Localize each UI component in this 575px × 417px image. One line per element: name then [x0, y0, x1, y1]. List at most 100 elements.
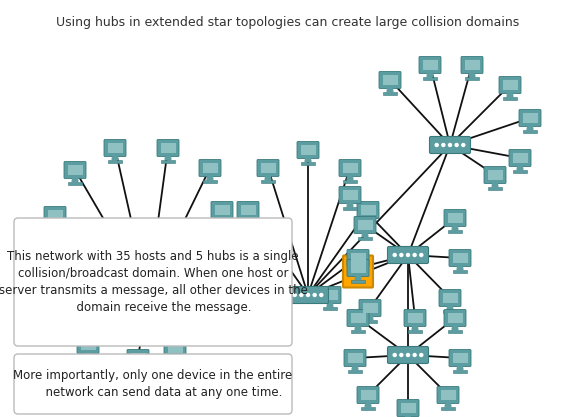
Polygon shape [52, 223, 58, 226]
Bar [190, 300, 205, 310]
Bar [202, 163, 217, 173]
Bar [48, 226, 62, 229]
Bar [168, 359, 182, 362]
FancyBboxPatch shape [347, 259, 369, 276]
FancyBboxPatch shape [484, 166, 506, 183]
FancyBboxPatch shape [344, 349, 366, 367]
Bar [408, 329, 422, 332]
FancyBboxPatch shape [157, 140, 179, 156]
Bar [423, 76, 437, 80]
FancyBboxPatch shape [359, 299, 381, 317]
Bar [48, 305, 63, 315]
Bar [465, 60, 480, 70]
Bar [215, 221, 229, 224]
Polygon shape [517, 166, 523, 169]
Circle shape [442, 143, 445, 146]
FancyBboxPatch shape [404, 309, 426, 327]
FancyBboxPatch shape [419, 56, 441, 73]
Bar [523, 130, 537, 133]
Bar [131, 369, 145, 372]
Polygon shape [405, 415, 411, 417]
FancyBboxPatch shape [44, 301, 66, 319]
FancyBboxPatch shape [104, 140, 126, 156]
Polygon shape [305, 158, 311, 161]
Circle shape [293, 294, 296, 296]
Polygon shape [365, 402, 371, 407]
Bar [214, 205, 229, 215]
FancyBboxPatch shape [388, 347, 428, 364]
Bar [348, 369, 362, 372]
Bar [68, 181, 82, 184]
Polygon shape [112, 156, 118, 159]
Polygon shape [452, 226, 458, 229]
FancyBboxPatch shape [449, 249, 471, 266]
FancyBboxPatch shape [127, 349, 149, 367]
Circle shape [413, 254, 416, 256]
Bar [488, 186, 502, 189]
Circle shape [393, 354, 396, 357]
FancyBboxPatch shape [437, 387, 459, 404]
FancyBboxPatch shape [499, 76, 521, 93]
FancyBboxPatch shape [343, 256, 373, 287]
Polygon shape [365, 218, 371, 221]
Polygon shape [452, 326, 458, 329]
Polygon shape [135, 365, 141, 369]
Bar [343, 179, 357, 183]
Bar [423, 60, 438, 70]
Bar [347, 353, 362, 363]
Bar [131, 353, 145, 363]
Bar [81, 357, 95, 359]
Bar [240, 205, 255, 215]
FancyBboxPatch shape [14, 218, 292, 346]
FancyBboxPatch shape [379, 71, 401, 88]
Polygon shape [47, 272, 53, 276]
Bar [43, 260, 58, 270]
Polygon shape [469, 73, 475, 76]
Polygon shape [85, 352, 91, 357]
FancyBboxPatch shape [509, 150, 531, 166]
Text: Using hubs in extended star topologies can create large collision domains: Using hubs in extended star topologies c… [56, 15, 519, 28]
Polygon shape [412, 326, 418, 329]
Polygon shape [362, 233, 368, 236]
FancyBboxPatch shape [519, 110, 541, 126]
Bar [160, 143, 175, 153]
Text: More importantly, only one device in the entire
      network can send data at a: More importantly, only one device in the… [13, 369, 293, 399]
Bar [382, 75, 397, 85]
Bar [351, 269, 365, 272]
Circle shape [160, 294, 163, 296]
Bar [323, 290, 338, 300]
Bar [465, 76, 479, 80]
Bar [523, 113, 538, 123]
FancyBboxPatch shape [14, 354, 292, 414]
Polygon shape [72, 178, 78, 181]
Polygon shape [355, 276, 361, 279]
Polygon shape [219, 218, 225, 221]
Polygon shape [352, 365, 358, 369]
FancyBboxPatch shape [357, 387, 379, 404]
FancyBboxPatch shape [44, 206, 66, 224]
Bar [408, 313, 423, 323]
Bar [261, 179, 275, 183]
Bar [191, 317, 205, 319]
Bar [443, 309, 457, 312]
Bar [361, 407, 375, 409]
Bar [108, 143, 122, 153]
FancyBboxPatch shape [357, 201, 379, 219]
Polygon shape [172, 356, 178, 359]
FancyBboxPatch shape [339, 159, 361, 176]
Polygon shape [355, 266, 361, 269]
Polygon shape [527, 126, 533, 130]
FancyBboxPatch shape [354, 216, 376, 234]
Bar [208, 269, 222, 272]
Polygon shape [427, 73, 433, 76]
Circle shape [133, 294, 136, 296]
FancyBboxPatch shape [77, 337, 99, 354]
Bar [441, 407, 455, 409]
FancyBboxPatch shape [211, 201, 233, 219]
Bar [440, 390, 455, 400]
Bar [512, 153, 527, 163]
Bar [513, 169, 527, 173]
Circle shape [393, 254, 396, 256]
Bar [301, 145, 316, 155]
Polygon shape [447, 306, 453, 309]
